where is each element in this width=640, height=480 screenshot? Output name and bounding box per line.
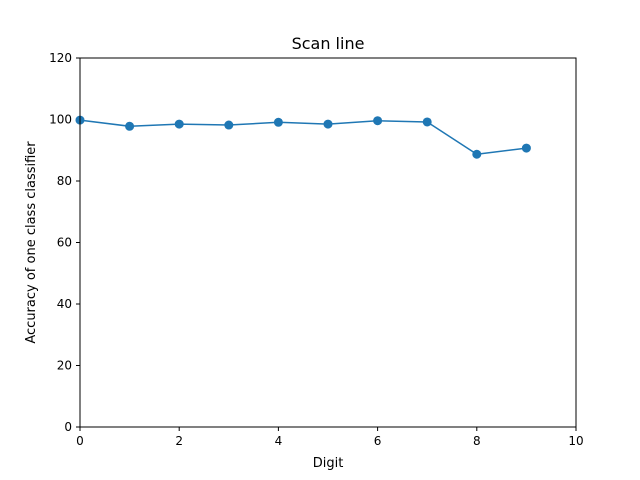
plot-series <box>75 115 531 159</box>
x-axis-label: Digit <box>313 456 344 471</box>
y-tick-label: 120 <box>49 51 72 65</box>
y-tick-label: 0 <box>64 420 72 434</box>
data-point <box>521 143 531 153</box>
data-point <box>323 119 333 129</box>
x-tick-label: 0 <box>76 434 84 448</box>
data-point <box>472 149 482 159</box>
x-tick-label: 10 <box>568 434 583 448</box>
data-point <box>224 120 234 130</box>
data-point <box>174 119 184 129</box>
x-tick-label: 4 <box>275 434 283 448</box>
y-tick-label: 80 <box>57 174 72 188</box>
x-tick-label: 6 <box>374 434 382 448</box>
y-tick-label: 20 <box>57 359 72 373</box>
series-line <box>79 119 527 155</box>
data-point <box>422 117 432 127</box>
chart-title: Scan line <box>292 34 365 53</box>
y-tick-label: 100 <box>49 113 72 127</box>
y-tick-label: 60 <box>57 236 72 250</box>
x-tick-label: 8 <box>473 434 481 448</box>
data-point <box>373 116 383 126</box>
y-axis-label: Accuracy of one class classifier <box>24 141 39 344</box>
x-tick-label: 2 <box>175 434 183 448</box>
x-axis: 0 2 4 6 8 10 <box>76 427 584 448</box>
data-point <box>273 117 283 127</box>
y-axis: 0 20 40 60 80 100 120 <box>49 51 80 434</box>
plot-frame <box>79 57 577 428</box>
y-tick-label: 40 <box>57 297 72 311</box>
data-point <box>125 121 135 131</box>
